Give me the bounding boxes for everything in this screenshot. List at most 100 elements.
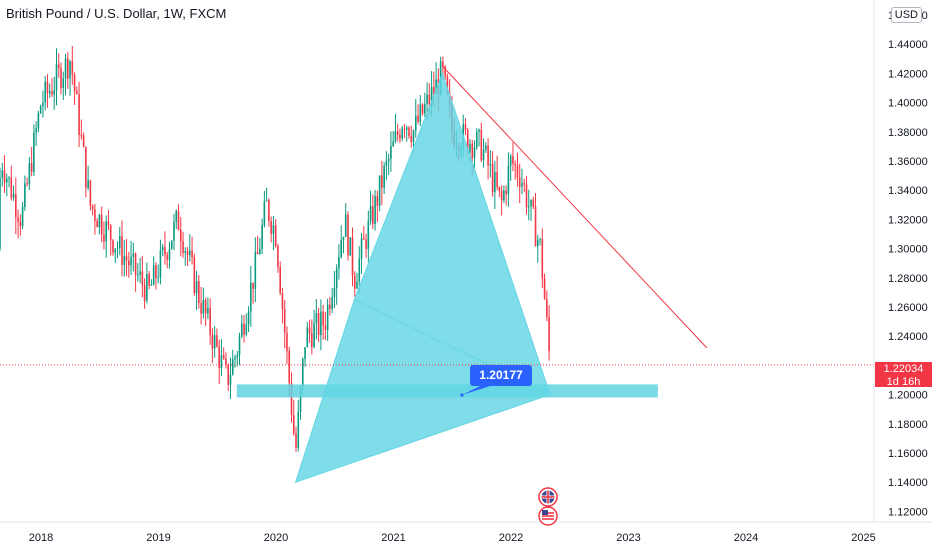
candle-body — [311, 333, 313, 347]
descending-trendline — [442, 65, 708, 349]
candle-body — [487, 145, 489, 166]
candle-body — [94, 209, 96, 221]
candle-body — [335, 268, 338, 289]
candle-body — [238, 336, 241, 356]
candle-body — [148, 273, 150, 286]
candle-body — [489, 163, 492, 166]
candle-body — [155, 265, 157, 279]
price-tick-label: 1.12000 — [888, 506, 928, 518]
candle-body — [57, 64, 60, 69]
candle-body — [322, 311, 324, 326]
candle-body — [491, 163, 494, 193]
candle-body — [218, 346, 220, 369]
candle-body — [168, 248, 171, 260]
candle-body — [177, 211, 180, 230]
candle-body — [383, 165, 385, 188]
drawing-overlays — [236, 65, 708, 483]
candle-body — [209, 308, 211, 335]
candle-body — [150, 284, 153, 286]
candle-body — [229, 374, 232, 385]
candle-body — [186, 251, 189, 255]
candle-body — [161, 247, 164, 251]
candle-body — [125, 256, 128, 261]
candle-body — [446, 75, 449, 94]
candle-body — [496, 172, 498, 187]
candle-body — [53, 90, 56, 95]
candle-body — [5, 178, 8, 183]
price-callout-label[interactable]: 1.20177 — [470, 365, 532, 386]
candle-body — [130, 256, 132, 266]
candle-body — [200, 303, 202, 314]
candle-body — [365, 239, 367, 249]
candle-body — [349, 237, 352, 256]
candle-body — [372, 206, 374, 224]
candle-body — [412, 130, 415, 143]
candle-body — [539, 239, 541, 241]
candle-body — [245, 324, 248, 335]
candle-body — [473, 147, 476, 158]
candle-body — [403, 128, 406, 130]
candle-body — [182, 241, 184, 253]
price-tick-label: 1.28000 — [888, 273, 928, 285]
time-tick-label: 2018 — [29, 532, 53, 544]
candle-body — [189, 250, 191, 255]
candle-body — [376, 196, 379, 206]
candle-body — [100, 214, 103, 235]
candle-body — [261, 225, 263, 249]
currency-badge[interactable]: USD — [890, 7, 922, 23]
candle-body — [80, 134, 83, 136]
candle-body — [73, 74, 76, 92]
candle-body — [107, 221, 110, 226]
candle-body — [15, 194, 17, 218]
candle-body — [530, 199, 532, 207]
price-tick-label: 1.36000 — [888, 156, 928, 168]
candle-body — [331, 297, 333, 309]
price-tick-label: 1.20000 — [888, 390, 928, 402]
candle-body — [270, 220, 272, 234]
current-price-tag: 1.22034 1d 16h — [875, 362, 932, 388]
candle-body — [184, 251, 187, 253]
candle-body — [512, 156, 514, 164]
candle-body — [541, 239, 544, 279]
candle-body — [10, 177, 13, 198]
candle-body — [91, 205, 94, 210]
candle-body — [387, 158, 390, 162]
candle-body — [369, 206, 372, 221]
candle-body — [469, 143, 471, 152]
candle-body — [256, 252, 259, 254]
candle-body — [340, 240, 343, 257]
price-axis: 1.120001.140001.160001.180001.200001.220… — [888, 10, 928, 518]
candle-body — [297, 411, 300, 449]
candle-body — [98, 214, 101, 228]
candle-body — [274, 225, 277, 247]
uk-flag-icon[interactable] — [538, 487, 558, 507]
candle-body — [306, 327, 309, 348]
candle-body — [103, 234, 105, 242]
candle-body — [417, 115, 419, 122]
candle-body — [444, 66, 446, 76]
candle-body — [46, 81, 49, 94]
candle-body — [433, 86, 435, 94]
time-tick-label: 2021 — [381, 532, 405, 544]
us-flag-icon[interactable] — [538, 506, 558, 526]
candle-body — [35, 128, 37, 133]
candle-body — [360, 238, 363, 259]
candle-body — [112, 240, 114, 253]
candle-body — [399, 134, 401, 139]
candle-body — [96, 220, 98, 228]
candle-body — [503, 190, 505, 201]
symbol-title[interactable]: British Pound / U.S. Dollar, 1W, FXCM — [6, 6, 227, 21]
price-tick-label: 1.26000 — [888, 302, 928, 314]
candle-body — [3, 170, 6, 183]
candle-body — [494, 172, 496, 193]
candle-body — [428, 94, 431, 105]
candle-body — [114, 248, 117, 253]
candle-body — [288, 351, 291, 384]
candle-body — [211, 334, 214, 349]
candle-body — [202, 300, 205, 314]
event-flags — [538, 487, 558, 526]
harmonic-pattern-shape — [294, 71, 551, 483]
candle-body — [198, 281, 200, 304]
candle-body — [277, 246, 279, 268]
